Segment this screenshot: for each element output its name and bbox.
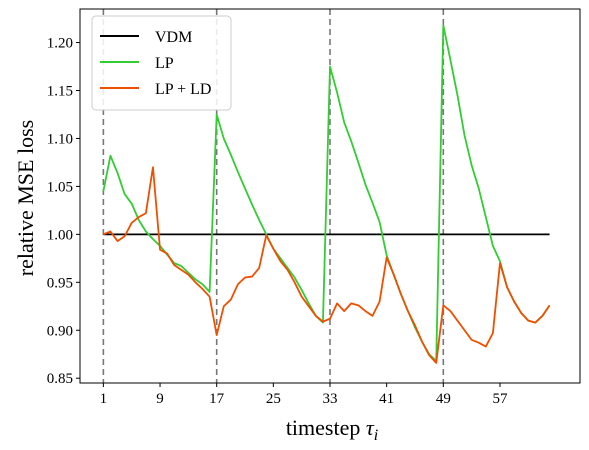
series-group — [102, 24, 551, 364]
x-tick-label: 41 — [379, 391, 394, 407]
y-tick-label: 1.00 — [47, 227, 73, 243]
x-tick-label: 17 — [209, 391, 225, 407]
x-tick-label: 25 — [266, 391, 281, 407]
x-tick-label: 57 — [492, 391, 508, 407]
x-tick-label: 49 — [436, 391, 451, 407]
x-tick-label: 9 — [156, 391, 164, 407]
y-tick-label: 0.85 — [47, 371, 73, 387]
series-line-lp — [102, 24, 551, 362]
legend-label: LP — [155, 55, 174, 72]
y-tick-label: 1.20 — [47, 36, 73, 52]
y-axis-title: relative MSE loss — [13, 120, 38, 276]
x-axis: 1 9 17 25 33 41 49 57 — [100, 383, 508, 407]
y-tick-label: 0.95 — [47, 275, 73, 291]
x-axis-title: timestep τi — [286, 415, 378, 444]
x-tick-label: 1 — [100, 391, 108, 407]
legend-box — [91, 15, 232, 111]
legend: VDM LP LP + LD — [91, 15, 232, 111]
x-tick-label: 33 — [323, 391, 338, 407]
y-tick-label: 1.15 — [47, 84, 73, 100]
y-tick-label: 1.05 — [47, 179, 73, 195]
x-axis-title-symbol: τ — [366, 415, 375, 440]
x-axis-title-text: timestep — [286, 415, 361, 440]
y-tick-label: 1.10 — [47, 131, 73, 147]
x-axis-title-subscript: i — [374, 427, 378, 444]
y-tick-label: 0.90 — [47, 323, 73, 339]
series-line-lp-ld — [103, 166, 551, 364]
legend-label: VDM — [155, 29, 192, 46]
legend-label: LP + LD — [155, 81, 211, 98]
y-axis: 0.85 0.90 0.95 1.00 1.05 1.10 1.15 1.20 — [47, 36, 80, 387]
